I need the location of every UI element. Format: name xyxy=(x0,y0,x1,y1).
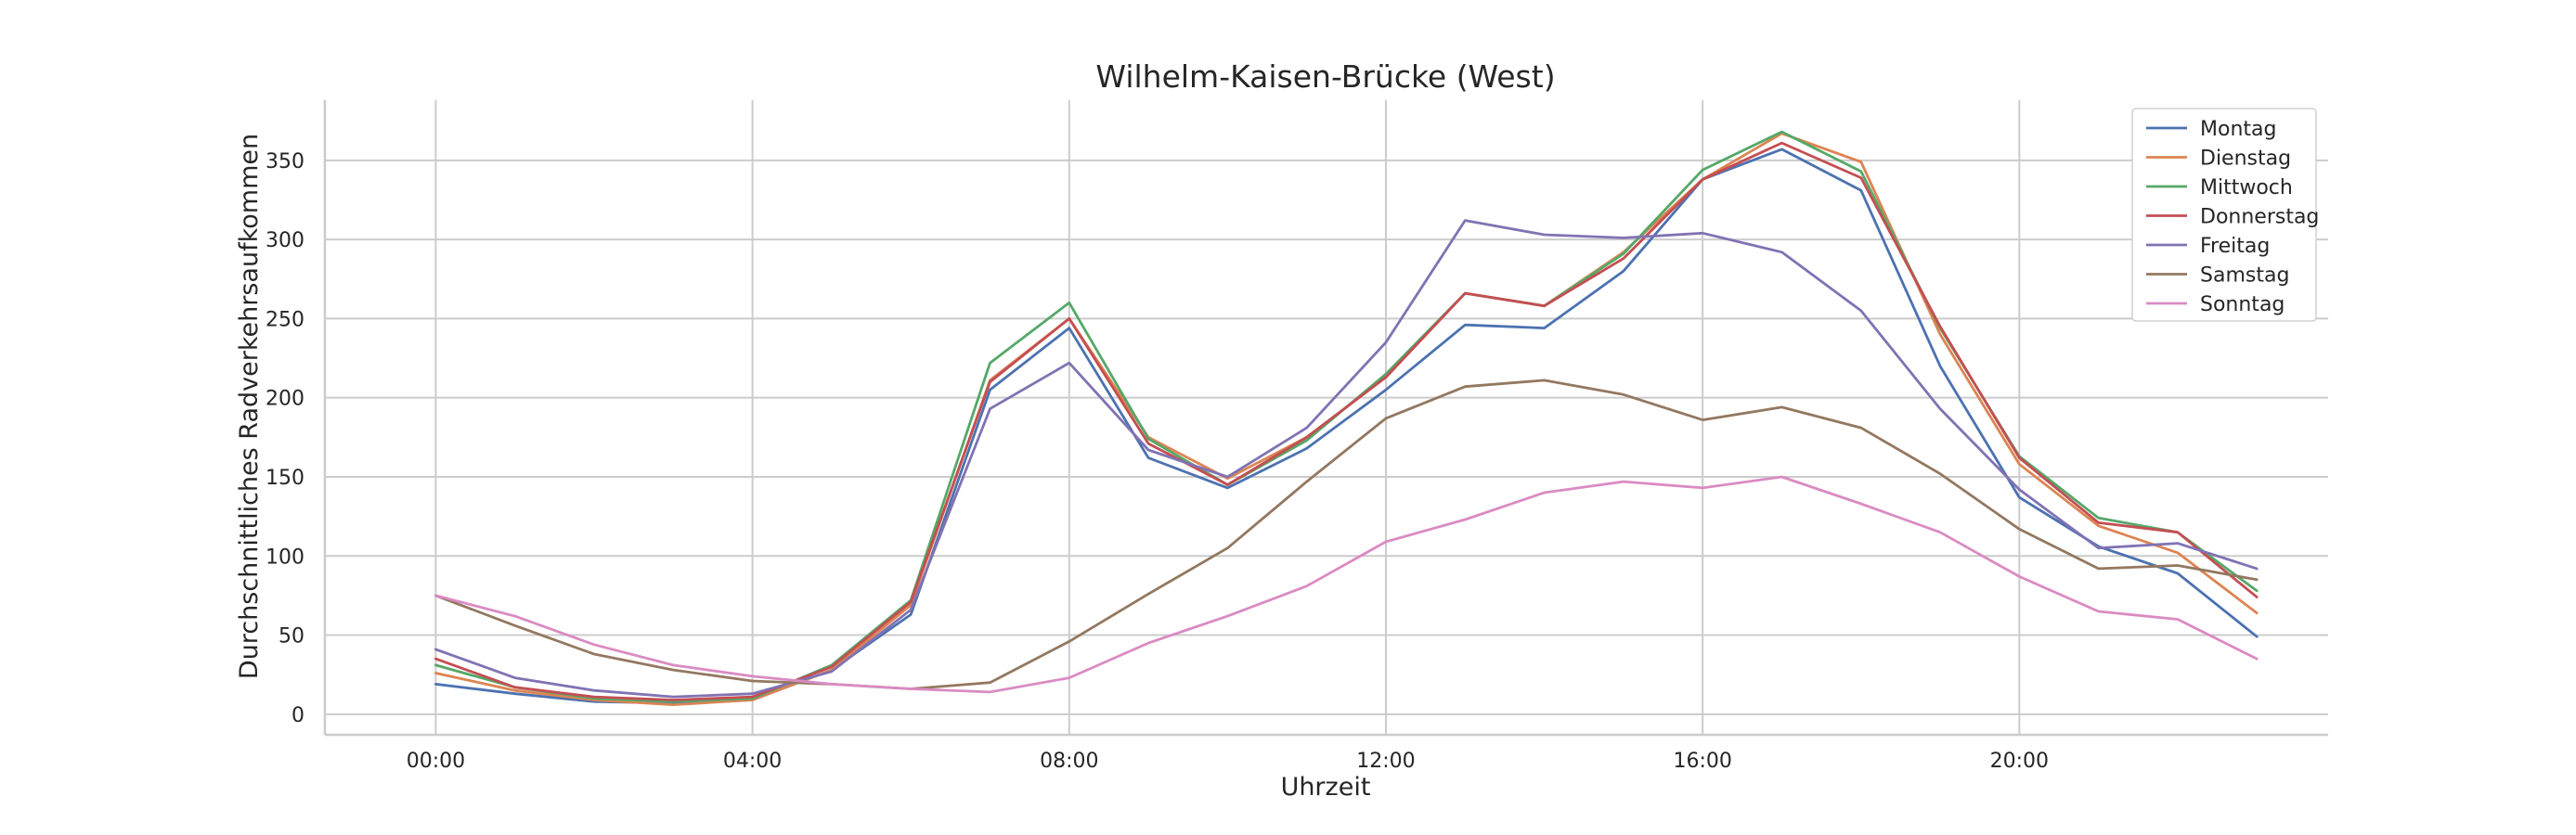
y-tick-label: 0 xyxy=(291,704,304,727)
legend-label-freitag: Freitag xyxy=(2200,235,2270,258)
axes-spines xyxy=(323,100,2328,737)
legend-label-sonntag: Sonntag xyxy=(2200,293,2285,316)
x-tick-label: 12:00 xyxy=(1356,750,1415,773)
legend-label-samstag: Samstag xyxy=(2200,264,2289,288)
legend-label-dienstag: Dienstag xyxy=(2200,148,2291,171)
legend-label-mittwoch: Mittwoch xyxy=(2200,176,2293,199)
y-axis-label: Durchschnittliches Radverkehrsaufkommen xyxy=(235,134,264,679)
y-tick-label: 200 xyxy=(265,388,304,411)
x-tick-label: 20:00 xyxy=(1990,750,2049,773)
y-tick-label: 150 xyxy=(265,467,304,490)
series-line-freitag xyxy=(434,219,2259,699)
series-line-samstag xyxy=(434,379,2259,690)
y-tick-label: 350 xyxy=(265,150,304,173)
x-tick-label: 16:00 xyxy=(1673,750,1731,773)
x-tick-label: 00:00 xyxy=(407,750,465,773)
legend: Montag Dienstag Mittwoch Donnerstag Freitag S… xyxy=(2131,108,2319,322)
y-tick-label: 50 xyxy=(278,625,304,649)
y-tick-label: 250 xyxy=(265,308,304,331)
series-line-sonntag xyxy=(434,475,2259,694)
x-axis-label: Uhrzeit xyxy=(1281,773,1371,802)
x-tick-label: 04:00 xyxy=(723,750,782,773)
tick-labels: 0 50 100 150 200 250 300 350 00:00 04:00 08:00 12:0… xyxy=(265,150,2049,773)
x-tick-label: 08:00 xyxy=(1040,750,1098,773)
y-tick-label: 300 xyxy=(265,229,304,252)
series-line-mittwoch xyxy=(434,130,2259,703)
legend-label-donnerstag: Donnerstag xyxy=(2200,206,2319,229)
series-lines xyxy=(434,130,2259,706)
legend-label-montag: Montag xyxy=(2200,118,2276,141)
chart-title: Wilhelm-Kaisen-Brücke (West) xyxy=(1095,58,1555,95)
y-tick-label: 100 xyxy=(265,546,304,569)
legend-frame xyxy=(2131,108,2317,322)
grid xyxy=(325,100,2328,735)
series-line-donnerstag xyxy=(434,141,2259,701)
series-line-montag xyxy=(434,148,2259,705)
